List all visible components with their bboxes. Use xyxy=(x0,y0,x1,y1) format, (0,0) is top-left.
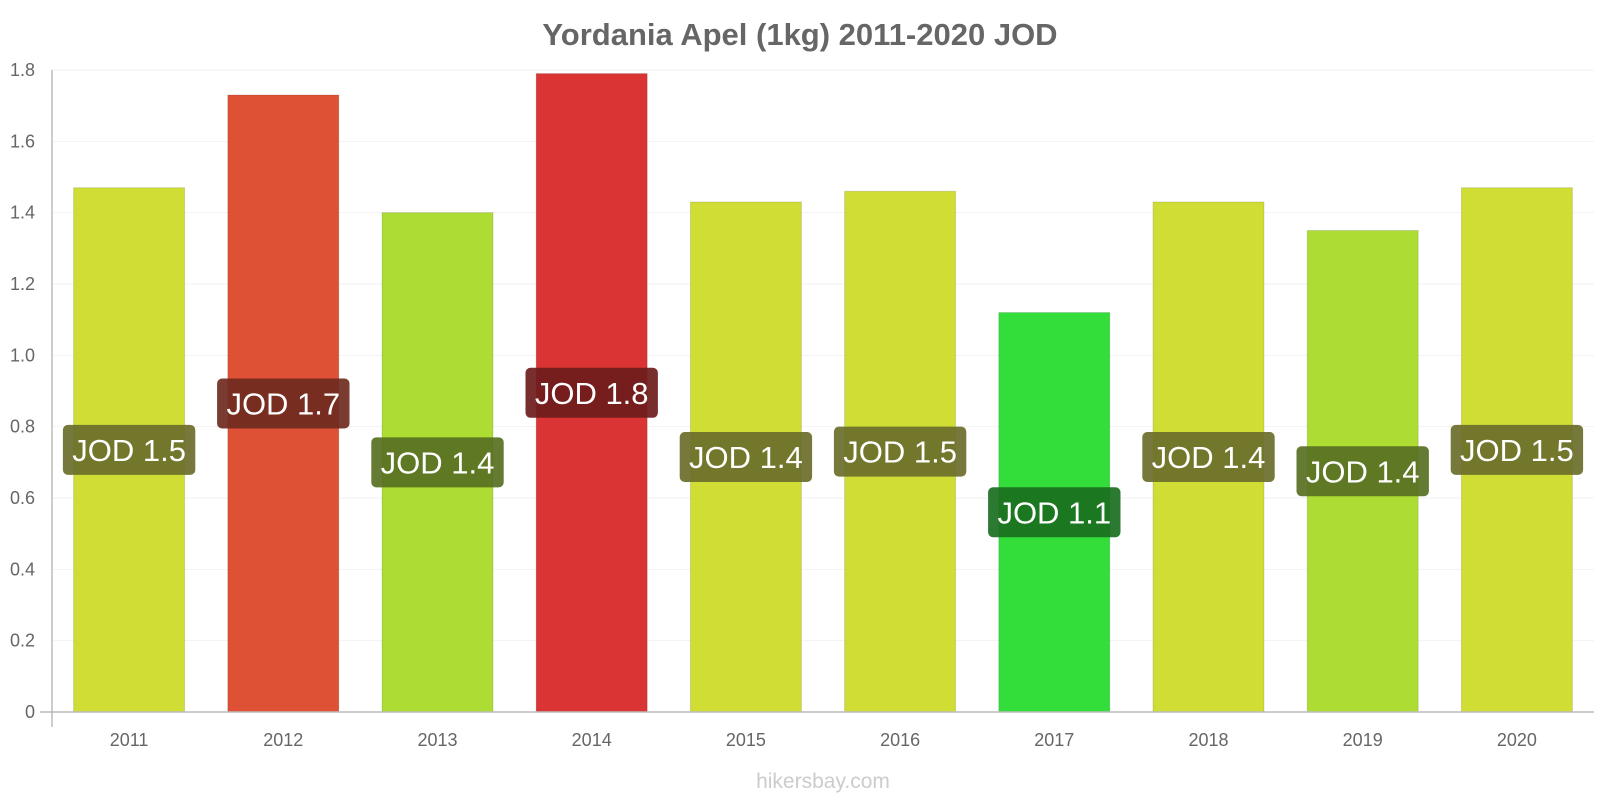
y-tick-label: 1.2 xyxy=(10,274,35,294)
y-axis: 0 0.2 0.4 0.6 0.8 1.0 1.2 1.4 1.6 1.8 xyxy=(10,60,53,727)
data-label-bg xyxy=(988,487,1121,538)
x-tick-label: 2012 xyxy=(263,730,303,750)
x-axis: 2011 2012 2013 2014 2015 2016 2017 2018 2019 2020 xyxy=(40,711,1594,750)
data-label-bg xyxy=(1450,424,1584,475)
data-labels: JOD 1.5 JOD 1.7 JOD 1.4 JOD 1.8 JOD 1.4 JOD 1… xyxy=(62,367,1584,538)
data-label-bg xyxy=(679,431,813,482)
data-label-bg xyxy=(525,367,658,418)
x-tick-label: 2014 xyxy=(572,730,612,750)
data-label-bg xyxy=(62,424,196,475)
y-tick-label: 0.8 xyxy=(10,417,35,437)
y-tick-label: 1.8 xyxy=(10,60,35,80)
data-label: JOD 1.4 xyxy=(1306,454,1420,489)
y-tick-label: 1.4 xyxy=(10,203,35,223)
x-tick-label: 2017 xyxy=(1034,730,1074,750)
x-tick-label: 2018 xyxy=(1188,730,1228,750)
data-label: JOD 1.5 xyxy=(72,433,186,468)
y-tick-label: 1.0 xyxy=(10,345,35,365)
data-label-bg xyxy=(1296,446,1429,497)
y-tick-label: 1.6 xyxy=(10,131,35,151)
data-label: JOD 1.8 xyxy=(535,376,649,411)
data-label: JOD 1.1 xyxy=(997,495,1111,530)
y-tick-label: 0.6 xyxy=(10,488,35,508)
data-label-bg xyxy=(1142,431,1275,482)
data-label-bg xyxy=(371,437,504,488)
x-tick-label: 2011 xyxy=(110,730,149,750)
data-label: JOD 1.4 xyxy=(689,440,803,475)
x-tick-label: 2015 xyxy=(726,730,766,750)
data-label-bg xyxy=(833,426,967,477)
y-tick-label: 0.2 xyxy=(10,631,35,651)
data-label: JOD 1.4 xyxy=(381,445,495,480)
data-label-bg xyxy=(217,378,350,429)
data-label: JOD 1.5 xyxy=(843,435,957,470)
watermark: hikersbay.com xyxy=(756,770,890,793)
data-label: JOD 1.7 xyxy=(226,386,340,421)
data-label: JOD 1.5 xyxy=(1460,433,1574,468)
data-label: JOD 1.4 xyxy=(1152,440,1266,475)
x-tick-label: 2020 xyxy=(1497,730,1537,750)
x-tick-label: 2013 xyxy=(417,730,457,750)
x-tick-label: 2019 xyxy=(1343,730,1383,750)
y-tick-label: 0.4 xyxy=(10,559,35,579)
chart-title: Yordania Apel (1kg) 2011-2020 JOD xyxy=(542,17,1057,52)
y-tick-label: 0 xyxy=(25,702,35,722)
x-tick-label: 2016 xyxy=(880,730,920,750)
